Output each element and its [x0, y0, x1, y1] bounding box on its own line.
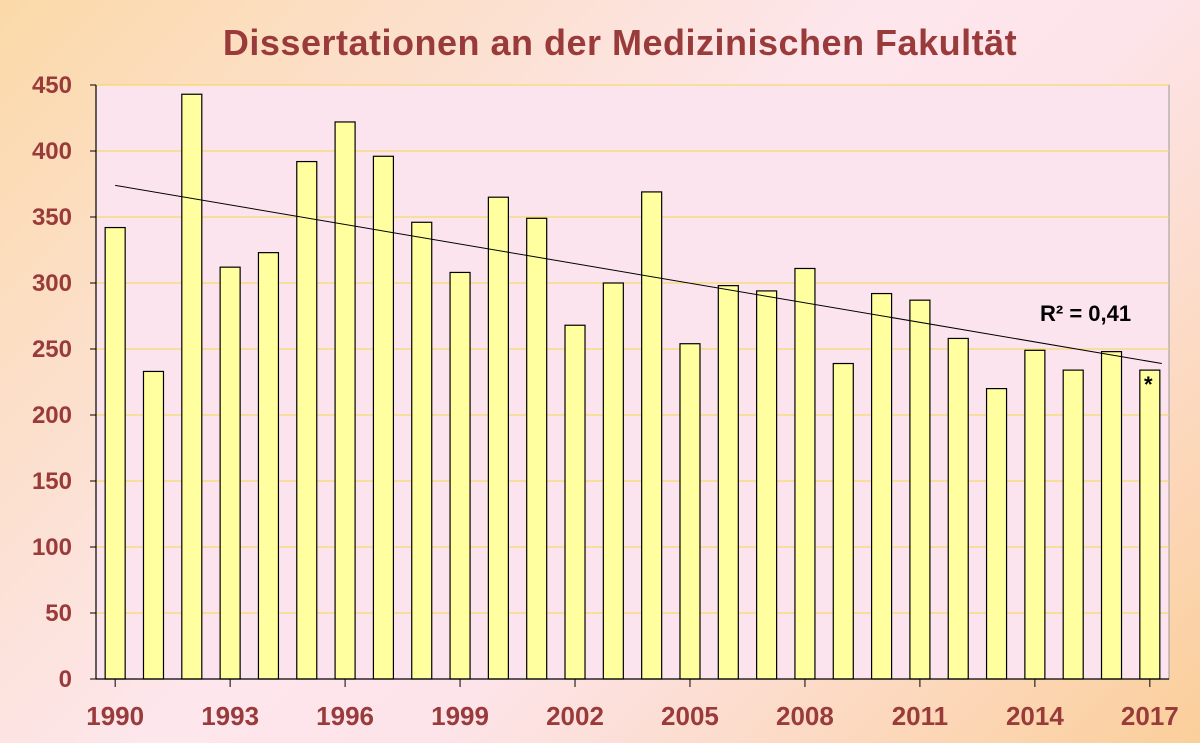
bar: [832, 362, 854, 680]
x-tick-label: 1996: [316, 701, 374, 731]
r-squared-label: R² = 0,41: [1040, 301, 1131, 326]
x-tick-label: 2008: [776, 701, 834, 731]
y-tick-label: 150: [32, 468, 72, 495]
y-tick-label: 50: [45, 600, 72, 627]
y-tick-label: 350: [32, 204, 72, 231]
x-tick-label: 1990: [86, 701, 144, 731]
x-tick-label: 1993: [201, 701, 259, 731]
bar: [794, 267, 816, 680]
y-tick-label: 400: [32, 138, 72, 165]
y-tick-label: 100: [32, 534, 72, 561]
bar: [142, 370, 165, 680]
tick-labels: 0 50 100 150 200 250 300 350 400 450 1990 1993 1996 1…: [32, 72, 1179, 731]
bar: [372, 155, 395, 680]
y-tick-label: 200: [32, 402, 72, 429]
bar: [526, 217, 548, 680]
y-tick-label: 0: [59, 666, 72, 693]
y-tick-label: 450: [32, 72, 72, 99]
bar: [641, 191, 663, 680]
bar: [756, 290, 778, 680]
bar: [870, 292, 893, 680]
axes: [95, 85, 1169, 687]
bar: [296, 160, 318, 680]
bar: [602, 282, 624, 680]
bar: [947, 337, 969, 680]
bar: [679, 343, 701, 680]
bar: [257, 252, 280, 680]
y-tick-label: 300: [32, 270, 72, 297]
bars: [104, 93, 1161, 680]
bar: [181, 93, 203, 680]
chart-title: Dissertationen an der Medizinischen Faku…: [222, 22, 1018, 63]
bar: [564, 324, 586, 680]
bar: [1024, 349, 1046, 680]
bar: [1100, 351, 1123, 680]
bar: [1139, 369, 1161, 680]
x-tick-label: 2005: [661, 701, 719, 731]
last-bar-marker: *: [1144, 372, 1153, 397]
x-tick-label: 1999: [431, 701, 489, 731]
bar: [909, 299, 931, 680]
trend-line: [115, 184, 1162, 365]
bar: [219, 266, 241, 680]
plot-area: [95, 84, 1170, 680]
x-tick-label: 2011: [892, 701, 948, 731]
bar: [104, 226, 126, 680]
bar: [1062, 369, 1084, 680]
bar: [449, 271, 471, 680]
x-tick-label: 2017: [1121, 701, 1179, 731]
y-tick-label: 250: [32, 336, 72, 363]
x-tick-label: 2014: [1006, 701, 1064, 731]
bar: [717, 285, 739, 680]
bar: [334, 121, 356, 680]
x-tick-label: 2002: [546, 701, 604, 731]
bar: [487, 196, 509, 680]
bar: [985, 388, 1008, 680]
bar: [411, 221, 433, 680]
